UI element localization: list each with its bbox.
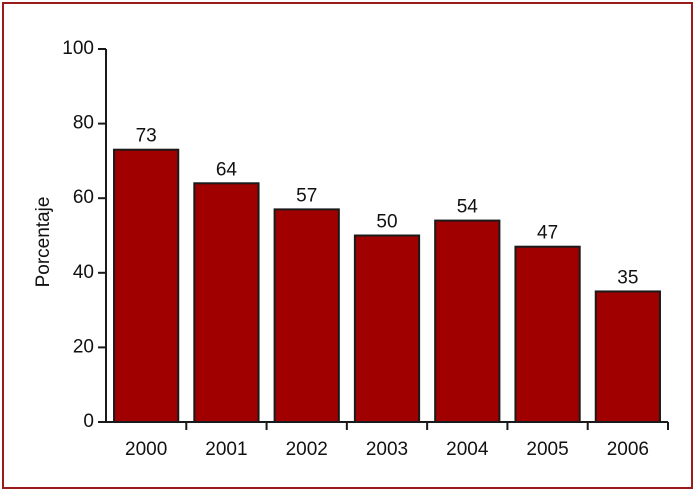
y-tick-label: 80 bbox=[73, 113, 94, 134]
data-label-2004: 54 bbox=[457, 197, 479, 218]
bar-2005 bbox=[514, 245, 581, 423]
bar-2002 bbox=[273, 208, 340, 423]
bar-2000 bbox=[113, 148, 180, 424]
y-tick-label: 0 bbox=[83, 411, 94, 432]
bar-2003 bbox=[353, 234, 421, 423]
data-label-2002: 57 bbox=[296, 185, 317, 206]
chart-frame bbox=[2, 2, 693, 489]
data-label-2006: 35 bbox=[617, 267, 638, 288]
axes: 0 20 40 60 80 100 2000 2001 2002 2003 2004 2005 2006 bbox=[62, 38, 669, 460]
data-label-2003: 50 bbox=[376, 212, 397, 233]
data-label-2001: 64 bbox=[216, 159, 238, 180]
y-tick-label: 100 bbox=[62, 38, 94, 59]
bar-2004 bbox=[434, 219, 501, 423]
y-tick-label: 60 bbox=[73, 187, 94, 208]
x-tick-label-2003: 2003 bbox=[366, 439, 408, 460]
x-tick-label-2004: 2004 bbox=[446, 439, 489, 460]
y-axis-title: Porcentaje bbox=[33, 197, 54, 288]
data-label-2005: 47 bbox=[537, 223, 558, 244]
x-tick-label-2002: 2002 bbox=[286, 439, 328, 460]
bar-2001 bbox=[193, 182, 260, 423]
data-label-2000: 73 bbox=[136, 126, 157, 147]
y-tick-label: 20 bbox=[73, 336, 94, 357]
x-tick-label-2006: 2006 bbox=[607, 439, 649, 460]
x-tick-label-2001: 2001 bbox=[205, 439, 247, 460]
bars: 73 64 57 50 54 47 35 bbox=[113, 126, 661, 424]
x-tick-label-2000: 2000 bbox=[125, 439, 167, 460]
x-tick-label-2005: 2005 bbox=[526, 439, 568, 460]
bar-2006 bbox=[594, 290, 661, 424]
y-tick-label: 40 bbox=[73, 262, 94, 283]
